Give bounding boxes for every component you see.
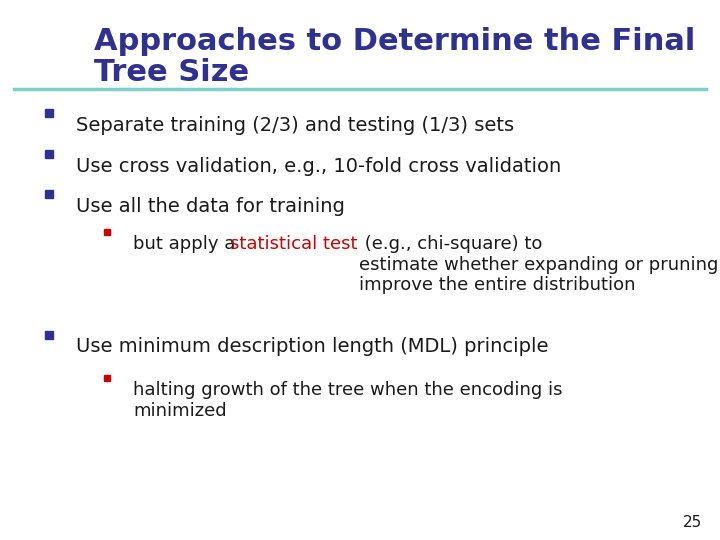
Text: Tree Size: Tree Size	[94, 58, 248, 87]
Text: Use cross validation, e.g., 10-fold cross validation: Use cross validation, e.g., 10-fold cros…	[76, 157, 561, 176]
Text: (e.g., chi-square) to
estimate whether expanding or pruning a node may
improve t: (e.g., chi-square) to estimate whether e…	[359, 235, 720, 294]
Text: Separate training (2/3) and testing (1/3) sets: Separate training (2/3) and testing (1/3…	[76, 116, 514, 135]
Text: Use minimum description length (MDL) principle: Use minimum description length (MDL) pri…	[76, 338, 548, 356]
Text: 25: 25	[683, 515, 702, 530]
Text: Approaches to Determine the Final: Approaches to Determine the Final	[94, 27, 695, 56]
Text: statistical test: statistical test	[230, 235, 357, 253]
Text: Use all the data for training: Use all the data for training	[76, 197, 344, 216]
Text: halting growth of the tree when the encoding is
minimized: halting growth of the tree when the enco…	[133, 381, 563, 420]
Text: but apply a: but apply a	[133, 235, 241, 253]
